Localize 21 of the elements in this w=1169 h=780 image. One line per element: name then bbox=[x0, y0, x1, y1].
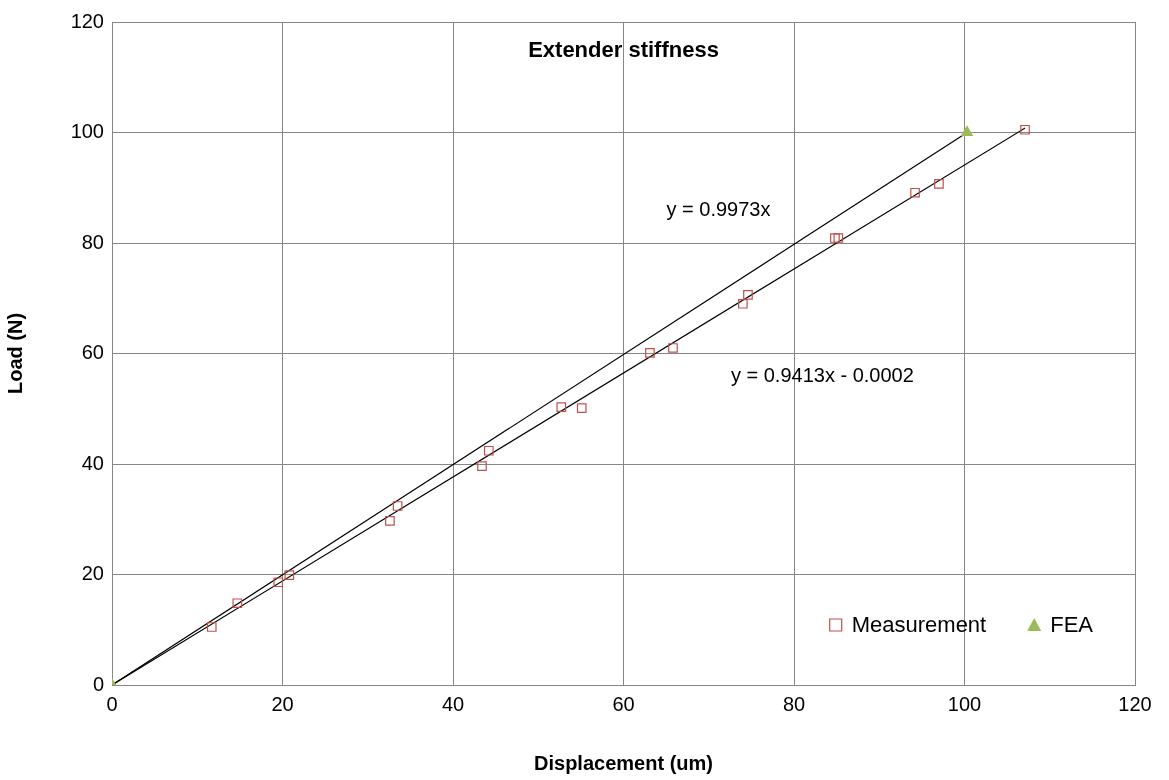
y-axis-title: Load (N) bbox=[3, 312, 26, 395]
y-tick-label: 80 bbox=[81, 230, 104, 253]
y-tick-label: 120 bbox=[70, 9, 104, 32]
x-tick-label: 80 bbox=[782, 692, 806, 715]
y-tick-label: 40 bbox=[81, 451, 104, 474]
x-tick-label: 0 bbox=[106, 692, 118, 715]
y-tick-label: 20 bbox=[81, 562, 104, 585]
x-tick-label: 40 bbox=[441, 692, 465, 715]
annotation: y = 0.9413x - 0.0002 bbox=[730, 364, 914, 387]
x-tick-label: 120 bbox=[1118, 692, 1152, 715]
text: Extender stiffness bbox=[528, 37, 719, 63]
x-tick-label: 60 bbox=[612, 692, 635, 715]
annotation: y = 0.9973x bbox=[666, 198, 771, 221]
x-axis-title: Displacement (um) bbox=[534, 751, 713, 774]
y-tick-label: 0 bbox=[92, 672, 104, 695]
x-tick-label: 100 bbox=[947, 692, 982, 715]
y-tick-label: 60 bbox=[81, 341, 104, 364]
y-tick-label: 100 bbox=[70, 120, 104, 143]
legend-label: FEA bbox=[1050, 612, 1094, 638]
legend-label: Measurement bbox=[851, 612, 987, 638]
x-tick-label: 20 bbox=[271, 692, 294, 715]
